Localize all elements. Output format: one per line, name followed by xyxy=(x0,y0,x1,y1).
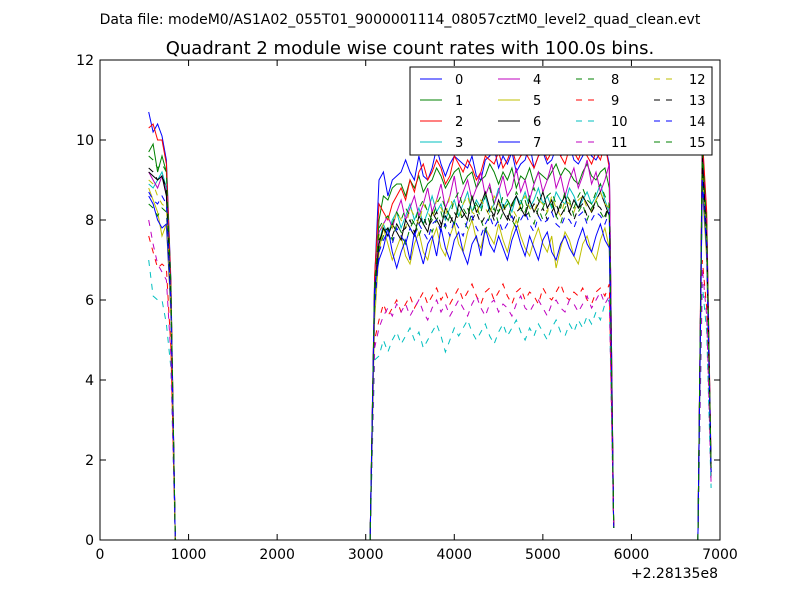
series-7-line xyxy=(369,222,615,541)
legend-label-3: 3 xyxy=(455,136,463,151)
series-9-line xyxy=(697,259,712,541)
chart-title: Quadrant 2 module wise count rates with … xyxy=(166,38,655,59)
series-10-line xyxy=(697,283,712,541)
legend-label-13: 13 xyxy=(689,94,706,109)
legend-box xyxy=(409,66,713,156)
y-tick-label: 0 xyxy=(85,533,94,549)
y-tick-label: 4 xyxy=(85,373,94,389)
series-8-line xyxy=(369,198,615,541)
series-9-line xyxy=(369,282,615,541)
legend-label-6: 6 xyxy=(533,115,541,130)
y-tick-label: 10 xyxy=(76,133,94,149)
x-tick-label: 7000 xyxy=(702,547,738,563)
legend-label-7: 7 xyxy=(533,136,541,151)
x-tick-label: 5000 xyxy=(525,547,561,563)
series-13-line xyxy=(697,163,712,541)
legend-label-8: 8 xyxy=(611,73,619,88)
series-12-line xyxy=(369,190,615,541)
x-tick-label: 3000 xyxy=(348,547,384,563)
x-tick-label: 1000 xyxy=(171,547,207,563)
series-layer xyxy=(148,111,712,541)
data-file-label: Data file: modeM0/AS1A02_055T01_90000011… xyxy=(100,12,701,28)
series-14-line xyxy=(148,191,198,541)
legend-label-0: 0 xyxy=(455,73,463,88)
x-tick-label: 6000 xyxy=(614,547,650,563)
y-tick-label: 6 xyxy=(85,293,94,309)
legend-label-5: 5 xyxy=(533,94,541,109)
legend-label-14: 14 xyxy=(689,115,706,130)
series-13-line xyxy=(369,202,615,541)
legend-label-2: 2 xyxy=(455,115,463,130)
series-11-line xyxy=(369,290,615,541)
x-tick-label: 2000 xyxy=(259,547,295,563)
x-offset-label: +2.28135e8 xyxy=(631,566,718,582)
series-5-line xyxy=(369,218,615,541)
x-tick-label: 4000 xyxy=(436,547,472,563)
series-11-line xyxy=(697,267,712,541)
x-tick-label: 0 xyxy=(96,547,105,563)
series-12-line xyxy=(148,179,198,541)
series-14-line xyxy=(369,210,615,541)
legend-label-15: 15 xyxy=(689,136,706,151)
plot-frame xyxy=(99,59,721,541)
legend-label-10: 10 xyxy=(611,115,628,130)
legend-label-4: 4 xyxy=(533,73,541,88)
y-tick-label: 2 xyxy=(85,453,94,469)
legend-label-12: 12 xyxy=(689,73,706,88)
legend-label-1: 1 xyxy=(455,94,463,109)
series-15-line xyxy=(697,147,712,541)
series-4-line xyxy=(369,159,615,541)
y-tick-label: 12 xyxy=(76,53,94,69)
legend-label-9: 9 xyxy=(611,94,619,109)
y-tick-label: 8 xyxy=(85,213,94,229)
legend-label-11: 11 xyxy=(611,136,628,151)
